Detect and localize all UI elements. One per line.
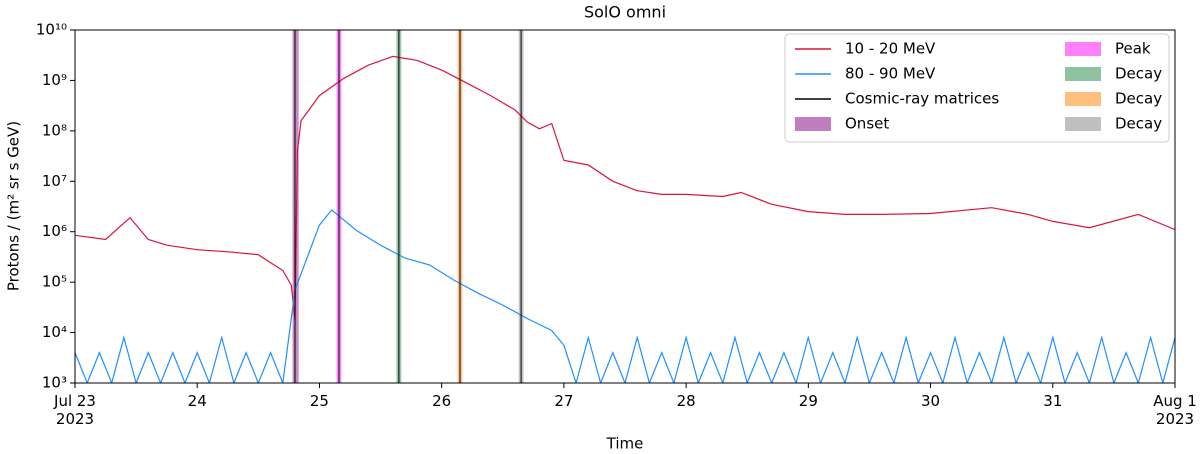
y-tick-label: 10¹⁰ [36, 21, 67, 39]
x-axis-label: Time [606, 435, 644, 453]
legend-label: Peak [1115, 40, 1151, 58]
x-tick-label: 26 [432, 392, 452, 410]
legend-swatch [1065, 92, 1101, 106]
y-tick-label: 10⁴ [42, 323, 67, 341]
plot-frame [74, 29, 1176, 384]
x-tick-label: 27 [554, 392, 574, 410]
x-tick-label: 31 [1043, 392, 1063, 410]
x-tick-label: Aug 1 2023 [1153, 392, 1197, 428]
y-tick-label: 10⁸ [42, 121, 67, 139]
x-tick-label: Jul 23 2023 [54, 392, 96, 428]
y-axis-label: Protons / (m² sr s GeV) [5, 121, 23, 291]
legend-label: 80 - 90 MeV [845, 65, 936, 83]
y-tick-label: 10³ [42, 374, 67, 392]
chart-title: SolO omni [584, 3, 666, 22]
y-tick-label: 10⁵ [42, 273, 67, 291]
band [292, 30, 299, 383]
y-tick-label: 10⁷ [42, 172, 67, 190]
legend-label: Decay [1115, 90, 1162, 108]
legend-swatch [795, 117, 831, 131]
x-tick-label: 30 [921, 392, 941, 410]
legend-box [784, 33, 1170, 143]
legend-swatch [1065, 117, 1101, 131]
legend-label: Decay [1115, 115, 1162, 133]
y-tick-label: 10⁶ [42, 222, 67, 240]
legend-label: Onset [845, 115, 889, 133]
y-tick-label: 10⁹ [42, 71, 67, 89]
series-line [75, 209, 1175, 383]
x-tick-label: 28 [676, 392, 696, 410]
legend-label: Cosmic-ray matrices [845, 90, 999, 108]
legend-swatch [1065, 67, 1101, 81]
legend-label: 10 - 20 MeV [845, 40, 936, 58]
x-tick-label: 29 [798, 392, 818, 410]
legend-label: Decay [1115, 65, 1162, 83]
legend-swatch [1065, 42, 1101, 56]
x-tick-label: 24 [187, 392, 207, 410]
x-tick-label: 25 [309, 392, 329, 410]
